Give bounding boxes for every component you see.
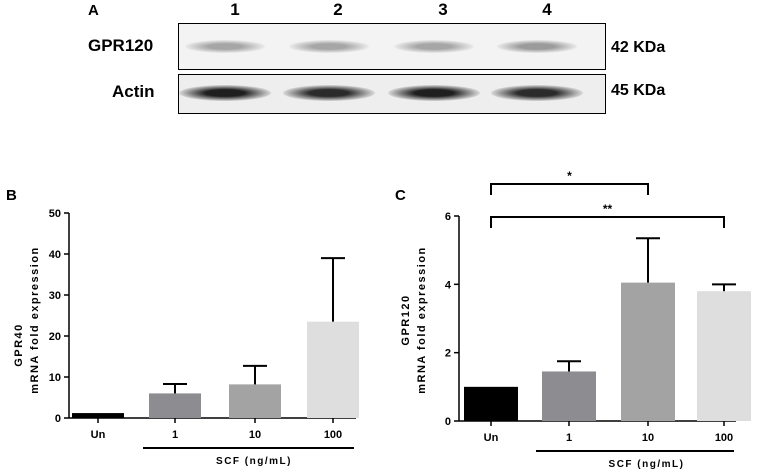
y-tick-label: 40 [49,249,61,261]
significance-label: * [567,170,572,183]
bar [72,413,124,418]
x-tick-label: 1 [172,429,178,441]
y-tick-label: 4 [445,279,452,291]
gpr120-size-label: 42 KDa [611,39,666,56]
x-tick-label: 10 [249,429,261,441]
gpr40-bar-chart: GPR40 mRNA fold expression 0 10 20 30 40 50 Un… [13,208,359,467]
x-tick-label: 100 [324,429,342,441]
bar [229,384,281,418]
significance-bracket [490,216,725,228]
group-label: SCF (ng/mL) [609,459,685,470]
bar [542,371,596,421]
x-tick-label: Un [91,429,106,441]
bar [621,282,675,421]
y-tick-label: 50 [49,208,61,220]
panel-a-label: A [88,2,99,19]
y-axis-label-line2: mRNA fold expression [29,246,41,394]
y-tick-label: 10 [49,372,61,384]
lane-number-4: 4 [542,0,552,19]
panel-c-label: C [395,187,406,204]
panel-b-label: B [6,187,17,204]
gpr120-band-lane-4 [497,40,577,53]
x-tick-label: 100 [715,432,733,444]
lane-number-2: 2 [333,0,343,19]
y-axis-label-line1: GPR120 [400,294,412,345]
gpr120-bar-chart: GPR120 mRNA fold expression 0 2 4 6 Un 1 10 100… [400,170,751,470]
significance-label: ** [603,202,613,216]
y-axis-label-line2: mRNA fold expression [416,246,428,394]
x-tick-label: Un [484,432,499,444]
gpr120-band-lane-1 [185,40,265,53]
significance-bracket [490,183,649,195]
bar [149,393,201,418]
actin-band-lane-4 [491,85,583,101]
x-tick-label: 1 [566,432,572,444]
y-tick-label: 6 [445,211,451,223]
y-tick-label: 0 [55,413,61,425]
actin-band-lane-3 [388,85,480,101]
gpr120-blot-strip [178,23,606,70]
gpr120-band-lane-3 [394,40,474,53]
actin-band-lane-2 [283,85,375,101]
actin-size-label: 45 KDa [611,82,666,99]
group-label: SCF (ng/mL) [216,456,292,467]
x-tick-label: 10 [642,432,654,444]
bar [464,386,518,421]
y-tick-label: 2 [445,348,451,360]
bar [307,321,359,418]
y-tick-label: 30 [49,290,61,302]
y-tick-label: 0 [445,416,451,428]
lane-number-3: 3 [438,0,448,19]
y-axis-label-line1: GPR40 [13,323,25,367]
actin-band-label: Actin [112,82,155,101]
actin-blot-strip [178,74,606,114]
lane-number-1: 1 [230,0,240,19]
bar [697,291,751,421]
gpr120-band-lane-2 [289,40,369,53]
gpr120-band-label: GPR120 [88,36,154,55]
actin-band-lane-1 [179,85,271,101]
y-tick-label: 20 [49,331,61,343]
